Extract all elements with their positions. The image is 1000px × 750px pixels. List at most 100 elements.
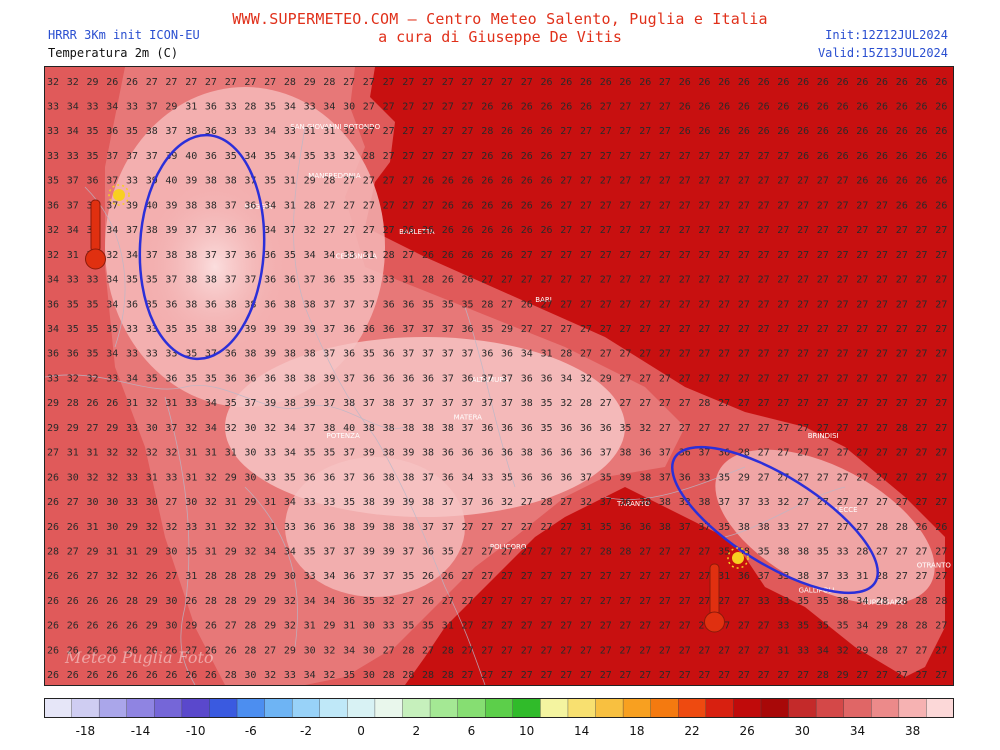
temperature-value: 27 <box>619 225 631 236</box>
temperature-value: 37 <box>402 324 414 335</box>
temperature-value: 26 <box>422 225 434 236</box>
temperature-value: 37 <box>67 176 79 187</box>
temperature-value: 37 <box>244 176 256 187</box>
temperature-value: 31 <box>87 448 99 459</box>
temperature-value: 29 <box>244 596 256 607</box>
temperature-value: 27 <box>442 596 454 607</box>
temperature-value: 36 <box>383 373 395 384</box>
temperature-value: 27 <box>639 621 651 632</box>
temperature-value: 27 <box>738 423 750 434</box>
temperature-value: 27 <box>856 349 868 360</box>
temperature-value: 33 <box>87 102 99 113</box>
temperature-value: 27 <box>738 299 750 310</box>
temperature-value: 37 <box>600 448 612 459</box>
color-scale-swatch <box>209 698 238 718</box>
temperature-value: 27 <box>738 200 750 211</box>
temperature-value: 35 <box>363 596 375 607</box>
temperature-value: 35 <box>837 621 849 632</box>
temperature-value: 36 <box>343 571 355 582</box>
temperature-value: 27 <box>580 349 592 360</box>
temperature-value: 27 <box>817 398 829 409</box>
temperature-value: 38 <box>383 472 395 483</box>
temperature-value: 29 <box>738 472 750 483</box>
temperature-value: 27 <box>462 571 474 582</box>
temperature-value: 37 <box>205 250 217 261</box>
temperature-value: 33 <box>126 349 138 360</box>
temperature-value: 26 <box>916 151 928 162</box>
temperature-value: 26 <box>106 77 118 88</box>
temperature-value: 27 <box>916 448 928 459</box>
temperature-value: 35 <box>462 299 474 310</box>
temperature-value: 27 <box>422 200 434 211</box>
temperature-value: 30 <box>165 547 177 558</box>
place-label: SAN GIOVANNI ROTONDO <box>290 123 380 131</box>
temperature-value: 26 <box>481 151 493 162</box>
temperature-value: 27 <box>856 275 868 286</box>
temperature-value: 27 <box>797 497 809 508</box>
temperature-value: 39 <box>284 324 296 335</box>
temperature-value: 27 <box>639 102 651 113</box>
temperature-value: 34 <box>264 225 276 236</box>
temperature-value: 35 <box>304 547 316 558</box>
temperature-value: 26 <box>146 571 158 582</box>
temperature-value: 27 <box>659 225 671 236</box>
temperature-value: 26 <box>777 77 789 88</box>
temperature-value: 27 <box>935 299 947 310</box>
color-scale-swatch <box>291 698 321 718</box>
temperature-value: 27 <box>659 200 671 211</box>
temperature-value: 26 <box>541 151 553 162</box>
temperature-value: 27 <box>935 547 947 558</box>
temperature-value: 27 <box>837 373 849 384</box>
temperature-value: 26 <box>876 151 888 162</box>
temperature-value: 36 <box>541 472 553 483</box>
temperature-value: 26 <box>521 299 533 310</box>
temperature-value: 39 <box>619 472 631 483</box>
temperature-value: 26 <box>126 645 138 656</box>
temperature-value: 32 <box>205 472 217 483</box>
temperature-value: 39 <box>304 324 316 335</box>
temperature-value: 27 <box>600 176 612 187</box>
temperature-value: 27 <box>541 299 553 310</box>
temperature-value: 36 <box>126 299 138 310</box>
temperature-value: 36 <box>619 497 631 508</box>
temperature-value: 37 <box>146 151 158 162</box>
temperature-value: 38 <box>521 398 533 409</box>
color-scale-tick: 10 <box>518 724 535 738</box>
temperature-value: 29 <box>126 522 138 533</box>
temperature-value: 27 <box>935 448 947 459</box>
temperature-value: 28 <box>225 670 237 681</box>
temperature-value: 28 <box>402 645 414 656</box>
temperature-value: 26 <box>442 200 454 211</box>
temperature-value: 26 <box>758 126 770 137</box>
temperature-value: 26 <box>797 151 809 162</box>
temperature-value: 35 <box>402 621 414 632</box>
temperature-value: 31 <box>126 547 138 558</box>
temperature-value: 38 <box>442 423 454 434</box>
temperature-value: 27 <box>876 670 888 681</box>
temperature-value: 27 <box>876 250 888 261</box>
temperature-value: 26 <box>87 398 99 409</box>
temperature-value: 27 <box>165 497 177 508</box>
temperature-value: 34 <box>47 275 59 286</box>
temperature-value: 27 <box>501 571 513 582</box>
temperature-value: 37 <box>146 250 158 261</box>
temperature-value: 36 <box>422 373 434 384</box>
temperature-value: 34 <box>521 349 533 360</box>
temperature-value: 26 <box>126 670 138 681</box>
temperature-value: 37 <box>323 398 335 409</box>
temperature-value: 27 <box>402 596 414 607</box>
temperature-value: 32 <box>185 423 197 434</box>
temperature-value: 39 <box>383 547 395 558</box>
temperature-value: 29 <box>304 176 316 187</box>
temperature-value: 26 <box>698 126 710 137</box>
temperature-value: 26 <box>679 126 691 137</box>
temperature-value: 38 <box>343 522 355 533</box>
temperature-value: 29 <box>87 77 99 88</box>
temperature-value: 27 <box>679 621 691 632</box>
temperature-value: 33 <box>323 497 335 508</box>
temperature-value: 27 <box>935 275 947 286</box>
temperature-value: 27 <box>856 670 868 681</box>
temperature-value: 26 <box>106 596 118 607</box>
temperature-value: 27 <box>422 151 434 162</box>
temperature-value: 27 <box>758 373 770 384</box>
